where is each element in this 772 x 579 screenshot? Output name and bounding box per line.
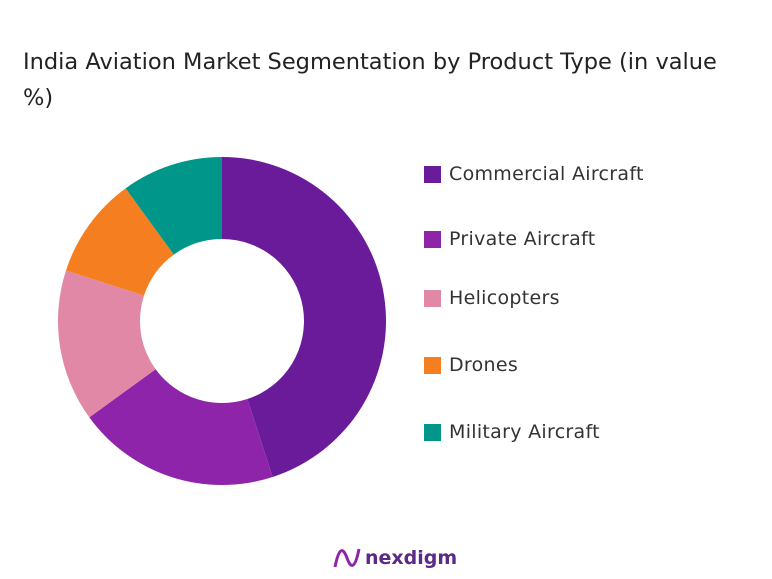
legend-label: Commercial Aircraft (449, 163, 644, 185)
legend-label: Private Aircraft (449, 228, 596, 250)
legend-label: Drones (449, 354, 519, 376)
nexdigm-logo-icon (333, 548, 361, 568)
legend-item: Drones (424, 354, 518, 376)
slice-private-aircraft (89, 369, 273, 485)
legend-item: Commercial Aircraft (424, 163, 644, 185)
legend-label: Helicopters (449, 287, 560, 309)
legend-swatch (424, 230, 441, 248)
legend-label: Military Aircraft (449, 421, 600, 443)
legend-swatch (424, 289, 441, 307)
slice-military-aircraft (125, 157, 222, 255)
logo-text: nexdigm (365, 547, 458, 569)
slice-commercial-aircraft (222, 157, 386, 477)
nexdigm-logo: nexdigm (333, 545, 457, 571)
legend-item: Private Aircraft (424, 228, 595, 250)
legend-item: Military Aircraft (424, 421, 600, 443)
legend-item: Helicopters (424, 287, 560, 309)
slice-drones (66, 188, 174, 296)
legend-swatch (424, 165, 441, 183)
legend-swatch (424, 423, 441, 441)
legend-swatch (424, 356, 441, 374)
slice-helicopters (58, 270, 156, 418)
chart-title: India Aviation Market Segmentation by Pr… (23, 49, 717, 111)
